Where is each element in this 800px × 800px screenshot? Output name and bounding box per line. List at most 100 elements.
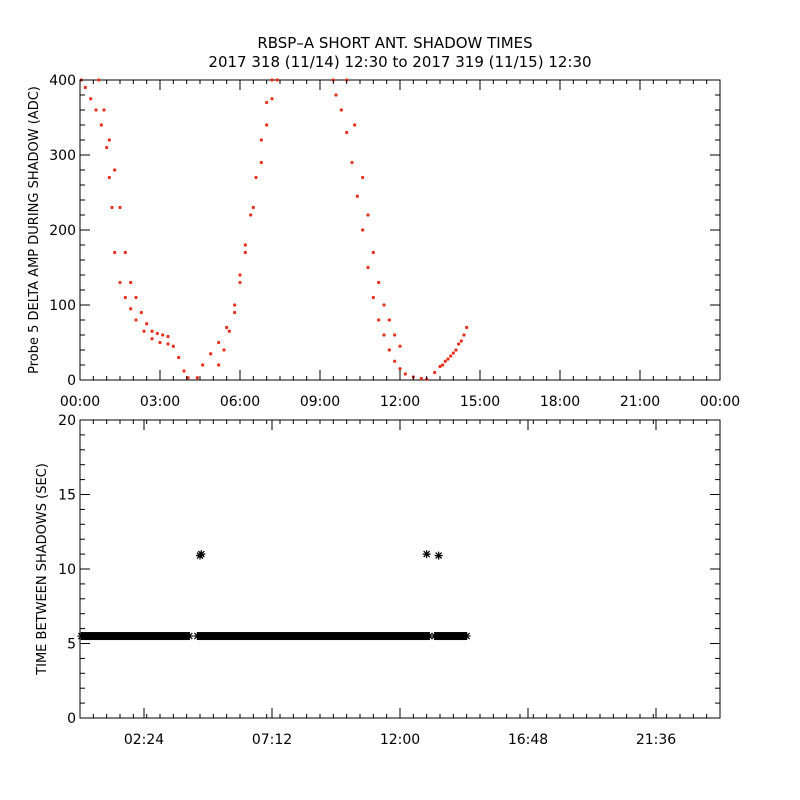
data-point: [334, 93, 338, 97]
data-point: [243, 250, 247, 255]
data-point: [434, 551, 443, 560]
data-point: [99, 123, 103, 127]
data-point: [171, 344, 175, 348]
data-point: [371, 295, 375, 300]
data-point: [94, 108, 98, 112]
data-point: [193, 632, 202, 641]
data-point: [254, 175, 258, 180]
data-point: [123, 250, 127, 255]
chart-title: RBSP–A SHORT ANT. SHADOW TIMES: [257, 34, 532, 52]
data-point: [249, 213, 253, 217]
data-point: [441, 363, 445, 367]
top-axis-ticks: 00:00 03:00 06:00 09:00 12:00 15:00 18:00 21:00…: [49, 73, 740, 410]
bottom-panel: 02:24 07:12 12:00 16:48 21:36 0 5 10 15 20 TIME B…: [35, 413, 721, 748]
data-point: [123, 295, 127, 300]
data-point: [139, 310, 143, 315]
top-x-tick-label: 21:00: [620, 394, 660, 410]
data-point: [243, 243, 247, 247]
data-point: [377, 318, 381, 322]
data-point: [217, 340, 221, 345]
data-point: [425, 632, 434, 641]
data-point: [217, 363, 221, 367]
data-point: [438, 364, 442, 369]
data-point-run: [81, 632, 190, 641]
data-point: [166, 342, 170, 346]
top-x-tick-label: 09:00: [300, 394, 340, 410]
data-point: [462, 333, 466, 337]
data-point: [270, 78, 274, 82]
data-point: [398, 344, 402, 348]
top-x-tick-label: 12:00: [380, 394, 420, 410]
top-plot-frame: [79, 79, 721, 381]
data-point: [393, 333, 397, 337]
data-point: [265, 100, 269, 105]
data-point: [166, 334, 170, 339]
data-point: [113, 168, 117, 172]
data-point: [201, 363, 205, 367]
data-point: [102, 108, 106, 112]
top-y-tick-label: 100: [49, 298, 76, 314]
data-point: [451, 351, 455, 355]
data-point: [345, 130, 349, 135]
data-point: [377, 280, 381, 285]
data-point: [265, 123, 269, 127]
top-x-tick-label: 03:00: [140, 394, 180, 410]
data-point: [118, 205, 122, 210]
data-point: [238, 280, 242, 285]
bottom-y-tick-label: 5: [67, 637, 76, 653]
data-point: [355, 194, 359, 198]
data-point: [446, 357, 450, 361]
data-point: [433, 370, 437, 375]
data-point: [233, 310, 237, 315]
bottom-plot-frame: [79, 419, 721, 719]
data-point: [454, 348, 458, 352]
data-point: [155, 331, 159, 336]
data-point-run: [197, 632, 430, 641]
data-point: [366, 265, 370, 270]
data-point: [259, 160, 263, 165]
data-point: [118, 280, 122, 285]
top-x-tick-label: 00:00: [60, 394, 100, 410]
data-point: [177, 355, 181, 360]
data-point: [251, 205, 255, 210]
data-point: [129, 307, 133, 311]
data-point: [182, 369, 186, 373]
bottom-x-tick-label: 02:24: [124, 732, 164, 748]
data-point: [419, 376, 423, 381]
data-point: [353, 123, 357, 127]
data-point: [134, 295, 138, 300]
data-point: [403, 372, 407, 376]
bottom-y-tick-label: 0: [67, 711, 76, 727]
data-point: [83, 85, 87, 90]
data-point: [398, 367, 402, 371]
data-point: [382, 333, 386, 337]
data-point: [196, 551, 204, 560]
top-data-points: [79, 78, 469, 381]
data-point: [185, 632, 194, 641]
data-point: [227, 329, 231, 333]
data-point: [387, 318, 391, 322]
data-point: [462, 632, 471, 641]
data-point: [422, 550, 431, 559]
data-point: [222, 348, 226, 352]
data-point: [233, 303, 237, 307]
top-x-tick-label: 18:00: [540, 394, 580, 410]
data-point: [145, 322, 149, 326]
bottom-y-tick-label: 20: [58, 413, 76, 429]
data-point: [186, 376, 190, 380]
data-point: [150, 329, 154, 333]
top-x-tick-label: 15:00: [460, 394, 500, 410]
data-point: [259, 138, 263, 142]
data-point-run: [434, 632, 467, 641]
data-point: [459, 339, 463, 343]
data-point: [366, 213, 370, 217]
data-point: [77, 632, 86, 641]
data-point: [430, 632, 439, 641]
data-point: [361, 175, 365, 180]
top-y-tick-label: 300: [49, 148, 76, 164]
data-point: [142, 329, 146, 333]
data-point: [270, 97, 274, 101]
data-point: [113, 250, 117, 255]
data-point: [97, 78, 101, 82]
